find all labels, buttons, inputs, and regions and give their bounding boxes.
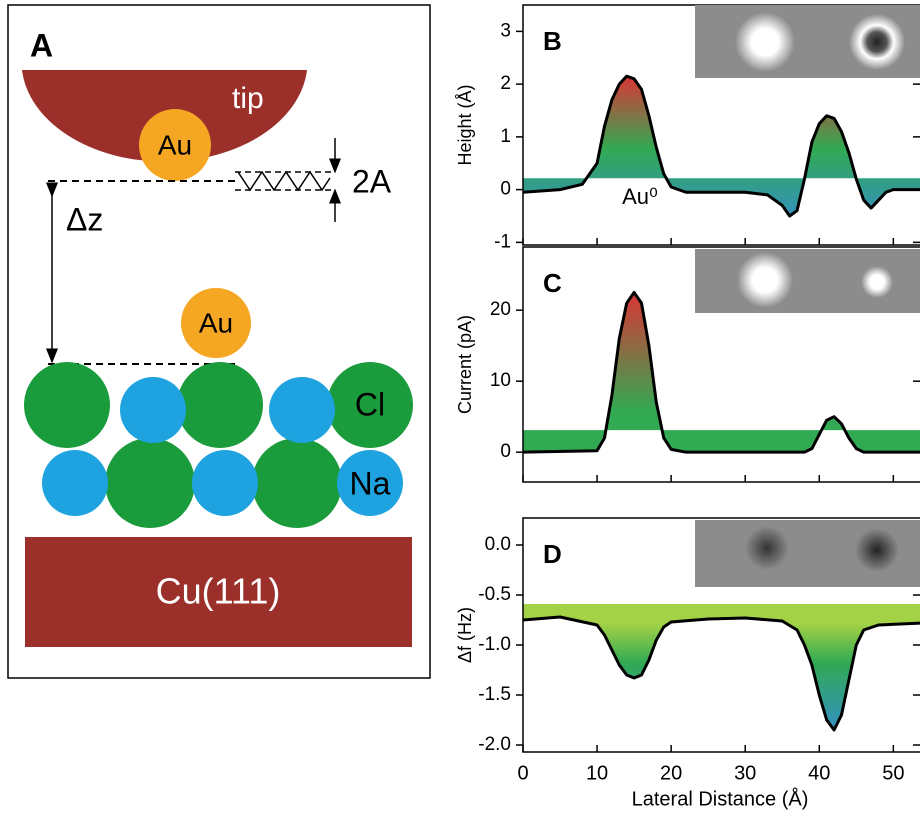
plot-frame [522, 517, 920, 753]
x-tick-label: 10 [586, 762, 608, 784]
inset-spot [745, 526, 789, 570]
x-axis-label: Lateral Distance (Å) [632, 787, 809, 810]
y-tick-label: 10 [490, 370, 511, 391]
cl-label: Cl [355, 386, 385, 422]
distance-label: Δz [66, 201, 103, 237]
y-tick-label: 1 [500, 126, 511, 147]
y-tick-label: 0 [500, 179, 511, 200]
x-tick-label: 40 [808, 762, 830, 784]
panel-label: C [543, 268, 562, 298]
plot-area [523, 290, 920, 454]
inset-spot [737, 252, 793, 308]
substrate-label: Cu(111) [156, 571, 281, 612]
plot-area [523, 74, 920, 218]
y-tick-label: -1 [494, 231, 511, 252]
y-tick-label: 2 [500, 73, 511, 94]
inset-spot [855, 528, 899, 572]
signal-line [523, 615, 920, 732]
y-axis-label: Current (pA) [455, 315, 475, 414]
y-tick-label: 0.0 [485, 534, 511, 555]
adatom [181, 288, 251, 358]
tip-atom-label: Au [158, 129, 192, 160]
inset-spot [849, 14, 905, 70]
y-tick-label: -2.0 [478, 734, 511, 755]
y-tick-label: 0 [500, 441, 511, 462]
x-tick-label: 0 [517, 762, 528, 784]
insets [695, 5, 920, 587]
annotation: Au⁰ [622, 184, 658, 209]
oscillation [237, 170, 331, 192]
y-axis-label: Δf (Hz) [455, 607, 475, 663]
plot-area [523, 604, 920, 732]
signal-band [523, 76, 920, 216]
y-tick-label: -1.0 [478, 634, 511, 655]
y-tick-label: -1.5 [478, 684, 511, 705]
na-atoms [42, 377, 403, 516]
panel-label: A [30, 27, 53, 63]
y-tick-label: 20 [490, 299, 511, 320]
annotation: Au⁻ [811, 182, 850, 207]
panel-a: A tip Au 2A Δz Au Cl Na Cu(111) [7, 4, 431, 679]
signal-line [523, 290, 920, 454]
substrate [25, 537, 412, 647]
inset-spot [861, 266, 893, 298]
na-label: Na [350, 465, 391, 501]
amplitude-label: 2A [352, 163, 392, 199]
adatom-label: Au [199, 307, 233, 338]
x-tick-label: 50 [882, 762, 904, 784]
tip-atom [139, 109, 211, 181]
y-tick-label: 3 [500, 20, 511, 41]
y-tick-label: -0.5 [478, 584, 511, 605]
panel-label: D [543, 539, 562, 569]
signal-band [523, 292, 920, 453]
y-axis-label: Height (Å) [455, 84, 475, 165]
tip-label: tip [232, 82, 264, 115]
signal-line [523, 74, 920, 218]
plot-frame [522, 246, 920, 483]
inset-spot [735, 12, 795, 72]
panel-label: B [543, 26, 562, 56]
cl-atoms [24, 362, 413, 528]
x-tick-label: 20 [660, 762, 682, 784]
x-tick-label: 30 [734, 762, 756, 784]
